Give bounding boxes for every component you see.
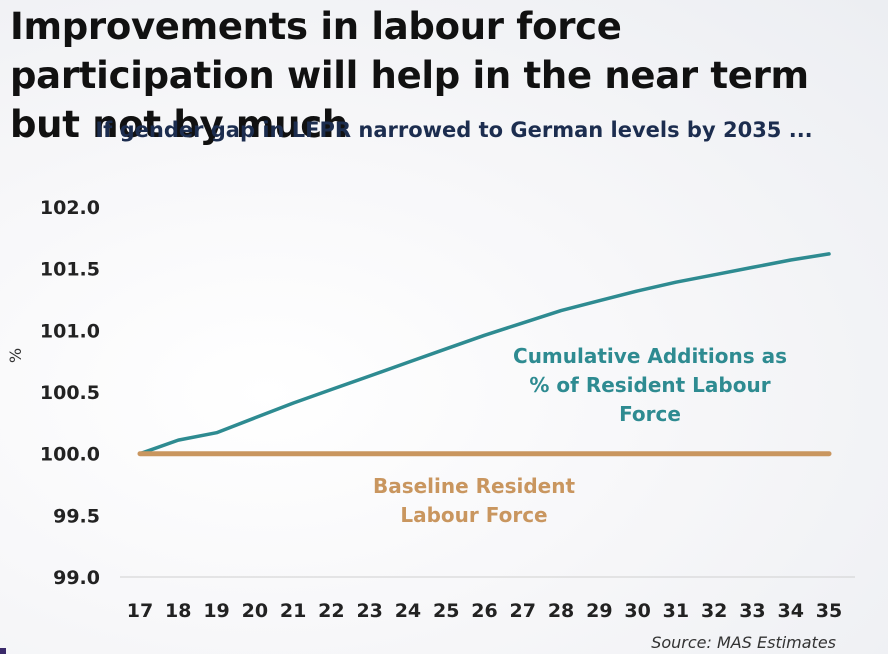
cumulative-additions-label: Force	[619, 402, 681, 426]
y-tick-label: 100.0	[40, 444, 100, 466]
x-tick-label: 22	[318, 600, 344, 622]
y-tick-label: 101.5	[40, 259, 100, 281]
cumulative-additions-line	[138, 252, 831, 456]
x-tick-label: 26	[471, 600, 497, 622]
x-tick-label: 30	[624, 600, 650, 622]
x-tick-label: 34	[777, 600, 803, 622]
chart-subtitle: If gender gap in LFPR narrowed to German…	[95, 118, 813, 142]
y-tick-label: 99.0	[53, 567, 100, 589]
x-tick-label: 23	[356, 600, 382, 622]
x-tick-label: 18	[165, 600, 191, 622]
x-tick-label: 20	[242, 600, 268, 622]
cumulative-additions-label: % of Resident Labour	[529, 373, 770, 397]
y-tick-label: 99.5	[53, 505, 100, 527]
y-tick-label: 100.5	[40, 382, 100, 404]
x-tick-label: 19	[203, 600, 229, 622]
source-note: Source: MAS Estimates	[651, 633, 836, 652]
slide-corner-mark	[0, 648, 6, 654]
y-axis-label: %	[6, 347, 26, 364]
x-tick-label: 17	[127, 600, 153, 622]
y-tick-label: 101.0	[40, 320, 100, 342]
baseline-label: Baseline Resident	[373, 474, 576, 498]
chart-title: Improvements in labour force participati…	[10, 5, 809, 146]
y-tick-label: 102.0	[40, 197, 100, 219]
x-tick-label: 27	[510, 600, 536, 622]
cumulative-additions-label: Cumulative Additions as	[513, 344, 787, 368]
x-tick-label: 28	[548, 600, 574, 622]
x-tick-label: 32	[701, 600, 727, 622]
x-tick-label: 24	[395, 600, 421, 622]
x-tick-label: 25	[433, 600, 459, 622]
x-tick-label: 31	[663, 600, 689, 622]
x-tick-label: 21	[280, 600, 306, 622]
x-tick-label: 33	[739, 600, 765, 622]
x-tick-label: 35	[816, 600, 842, 622]
x-tick-label: 29	[586, 600, 612, 622]
baseline-label: Labour Force	[400, 503, 547, 527]
